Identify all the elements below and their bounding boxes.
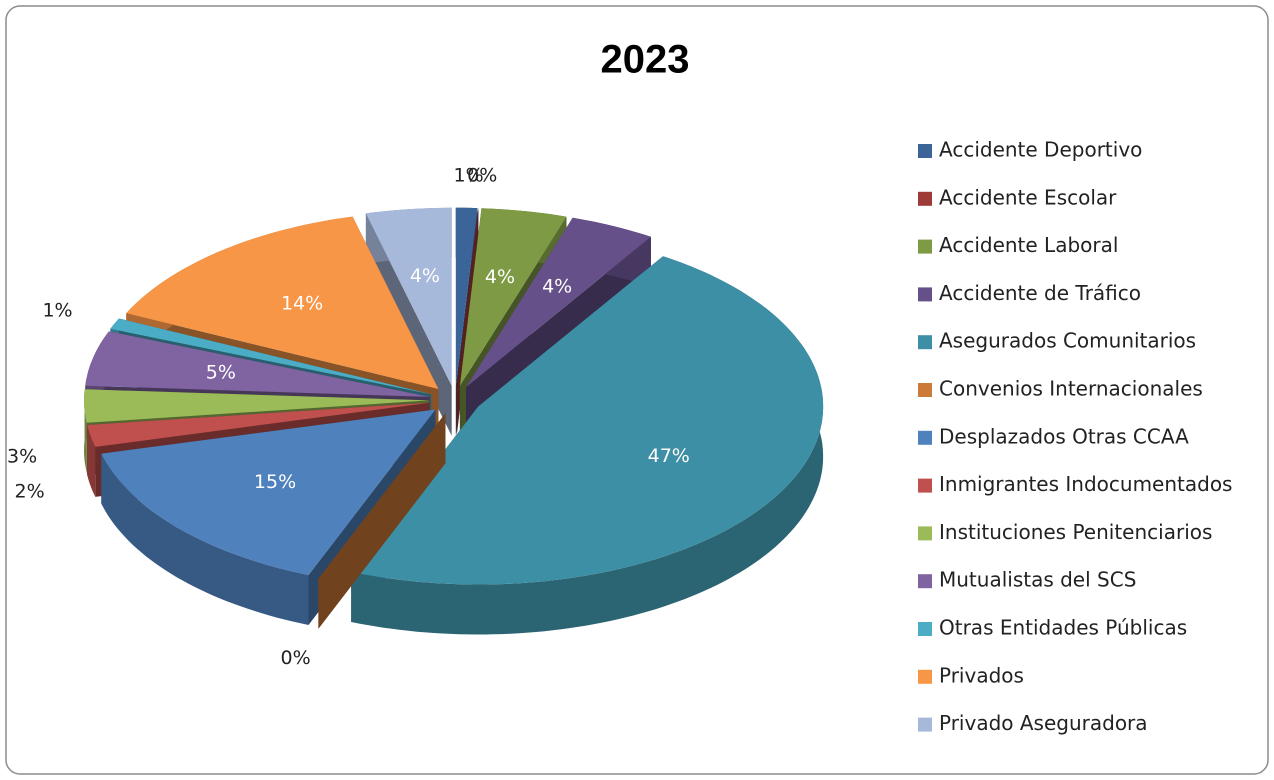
data-label: 14% bbox=[281, 292, 323, 314]
data-label: 2% bbox=[14, 481, 44, 503]
legend-label: Otras Entidades Públicas bbox=[939, 616, 1187, 640]
legend-label: Accidente de Tráfico bbox=[939, 281, 1141, 305]
chart-title: 2023 bbox=[601, 38, 690, 82]
legend-swatch bbox=[918, 669, 932, 684]
data-label: 1% bbox=[42, 299, 72, 321]
slice-top bbox=[351, 256, 824, 585]
data-label: 4% bbox=[410, 265, 440, 287]
legend-swatch bbox=[918, 239, 932, 254]
slice-top bbox=[84, 389, 429, 423]
legend-swatch bbox=[918, 478, 932, 493]
slice-top bbox=[110, 318, 432, 395]
legend-label: Convenios Internacionales bbox=[939, 377, 1203, 401]
data-label: 47% bbox=[648, 445, 690, 467]
legend-label: Asegurados Comunitarios bbox=[939, 329, 1196, 353]
legend-swatch bbox=[918, 144, 932, 158]
pie-slice bbox=[318, 413, 446, 629]
data-label: 4% bbox=[542, 276, 572, 298]
legend-swatch bbox=[918, 622, 932, 636]
slice-top bbox=[455, 207, 478, 386]
slice-top bbox=[85, 331, 430, 397]
data-label: 5% bbox=[206, 361, 236, 383]
slice-top bbox=[459, 208, 567, 386]
legend-swatch bbox=[918, 430, 932, 445]
data-label: 1% bbox=[454, 164, 484, 186]
slice-side bbox=[351, 256, 824, 635]
legend-label: Accidente Laboral bbox=[939, 233, 1118, 257]
legend: Accidente Deportivo Accidente Escolar Acci… bbox=[918, 138, 1232, 735]
legend-swatch bbox=[918, 526, 932, 541]
legend-swatch bbox=[918, 335, 932, 350]
data-label: 4% bbox=[485, 266, 515, 288]
legend-swatch bbox=[918, 717, 932, 732]
slice-top bbox=[466, 217, 651, 388]
legend-label: Privados bbox=[939, 663, 1024, 687]
legend-label: Desplazados Otras CCAA bbox=[939, 424, 1189, 448]
slice-side bbox=[101, 453, 309, 625]
legend-label: Accidente Escolar bbox=[939, 185, 1117, 209]
legend-swatch bbox=[918, 191, 932, 206]
legend-swatch bbox=[918, 574, 932, 589]
legend-swatch bbox=[918, 383, 932, 397]
pie-slice bbox=[351, 256, 824, 635]
legend-label: Instituciones Penitenciarios bbox=[939, 520, 1212, 544]
data-label: 0% bbox=[280, 647, 310, 669]
pie: 1%0%4% 4%47%0%15%2%3%5%1% 14%4% bbox=[7, 164, 824, 669]
slice-wall bbox=[318, 413, 446, 629]
data-label: 15% bbox=[254, 471, 296, 493]
data-label: 0% bbox=[467, 165, 497, 187]
slice-top bbox=[101, 409, 436, 575]
slice-top bbox=[87, 402, 430, 447]
slice-top bbox=[365, 207, 452, 386]
legend-swatch bbox=[918, 287, 932, 302]
legend-label: Privado Aseguradora bbox=[939, 711, 1148, 735]
legend-label: Inmigrantes Indocumentados bbox=[939, 472, 1232, 496]
legend-label: Mutualistas del SCS bbox=[939, 568, 1136, 592]
data-label: 3% bbox=[7, 446, 37, 468]
slice-side bbox=[87, 425, 96, 497]
slice-top bbox=[126, 216, 439, 389]
legend-label: Accidente Deportivo bbox=[939, 138, 1142, 162]
